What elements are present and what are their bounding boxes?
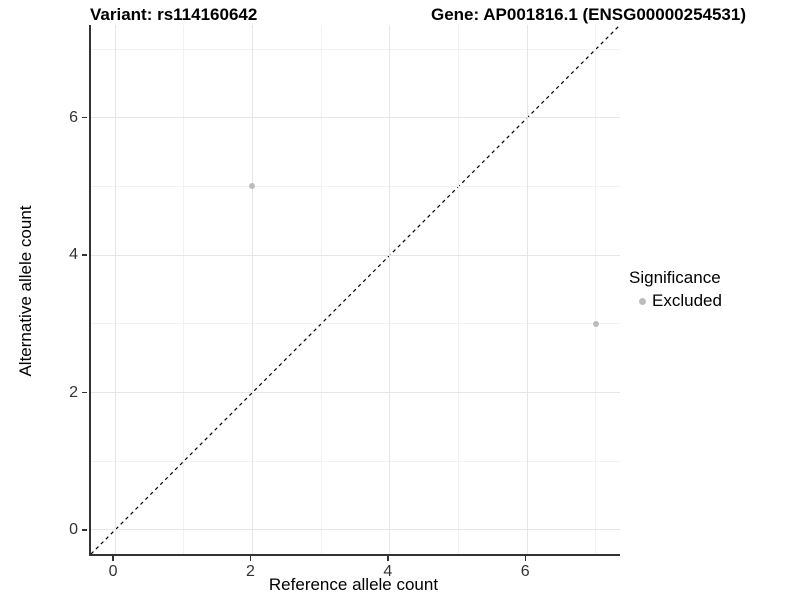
plot-title-gene: Gene: AP001816.1 (ENSG00000254531) [430,5,746,24]
y-minor-gridline [91,323,620,325]
identity-line-svg [91,25,620,554]
x-minor-gridline [320,25,322,554]
x-tick-label: 6 [520,563,530,580]
plot-panel [89,25,620,556]
x-major-gridline [114,25,116,554]
y-tick-label: 2 [69,383,78,401]
x-major-gridline [251,25,253,554]
legend-items: Excluded [629,291,799,311]
x-tick-mark [524,556,526,561]
legend-item: Excluded [629,291,799,311]
identity-line [91,25,620,554]
y-minor-gridline [91,185,620,187]
y-tick-label: 4 [69,246,78,264]
x-minor-gridline [595,25,597,554]
x-tick-label: 4 [383,563,393,580]
y-tick-mark [82,529,87,531]
x-major-gridline [389,25,391,554]
y-tick-label: 6 [69,108,78,126]
data-point [592,320,599,327]
x-tick-mark [249,556,252,561]
y-tick-label: 0 [69,520,78,538]
y-tick-mark [82,391,87,394]
y-axis-title: Alternative allele count [16,205,35,377]
legend: Significance Excluded [629,268,799,311]
y-major-gridline [91,529,620,531]
y-major-gridline [91,392,620,394]
x-tick-mark [387,556,389,561]
legend-point-icon [639,297,646,305]
x-minor-gridline [458,25,460,554]
x-tick-label: 0 [108,563,118,580]
y-tick-mark [82,116,87,119]
legend-item-label: Excluded [652,291,722,310]
data-point [249,183,256,190]
y-minor-gridline [91,460,620,462]
y-minor-gridline [91,48,620,50]
x-major-gridline [526,25,528,554]
plot-title-variant: Variant: rs114160642 [90,5,258,24]
legend-title: Significance [629,268,721,287]
y-tick-mark [82,254,87,256]
y-major-gridline [91,254,620,256]
x-axis-title: Reference allele count [268,575,439,594]
x-tick-label: 2 [245,563,255,580]
x-minor-gridline [183,25,185,554]
x-tick-mark [112,556,114,561]
y-major-gridline [91,117,620,119]
